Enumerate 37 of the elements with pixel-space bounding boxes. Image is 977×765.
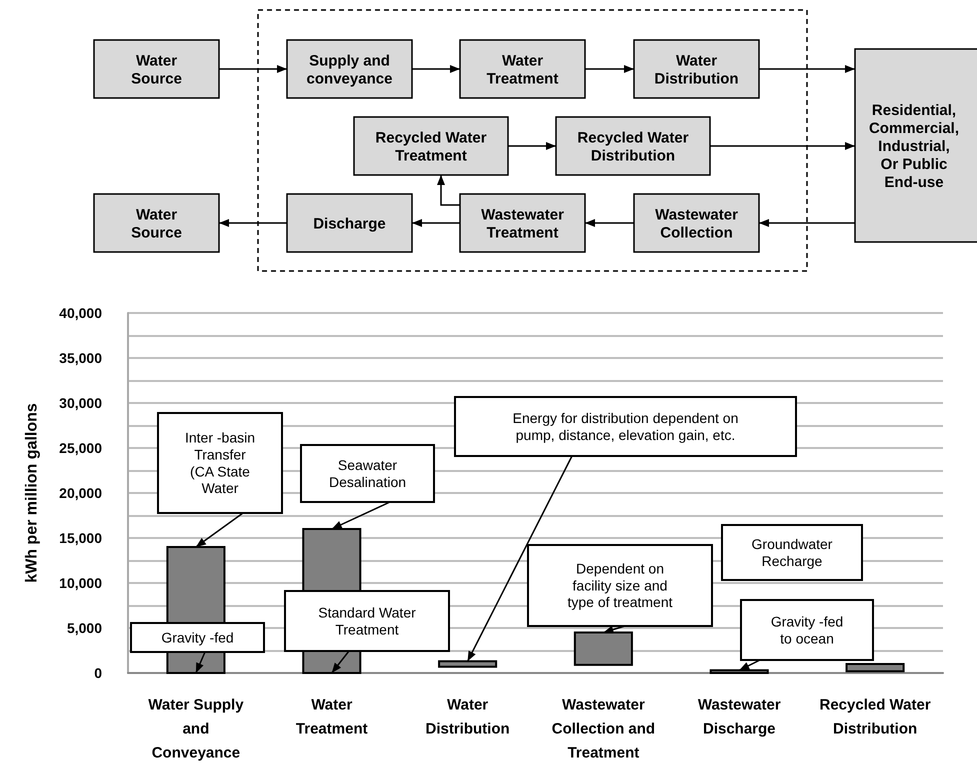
annotation: Energy for distribution dependent on pump, distance, elevation gain, etc. bbox=[512, 410, 738, 443]
y-tick-label: 20,000 bbox=[59, 485, 102, 501]
x-tick-label: Wastewater Discharge bbox=[698, 696, 781, 738]
text: Wastewater Treatment bbox=[481, 206, 564, 242]
y-tick-label: 0 bbox=[94, 665, 102, 681]
text: Recycled Water Treatment bbox=[375, 129, 487, 164]
text: Water Source bbox=[131, 52, 182, 88]
y-tick-label: 15,000 bbox=[59, 530, 102, 546]
y-tick-label: 35,000 bbox=[59, 350, 102, 366]
y-tick-label: 30,000 bbox=[59, 395, 102, 411]
x-tick-label: Wastewater Collection and Treatment bbox=[552, 696, 656, 762]
text: Recycled Water Distribution bbox=[577, 129, 689, 164]
bar bbox=[574, 632, 633, 666]
y-tick-label: 40,000 bbox=[59, 305, 102, 321]
text: Water Treatment bbox=[486, 52, 558, 88]
x-tick-label: Recycled Water Distribution bbox=[819, 696, 931, 738]
annotation: Standard Water Treatment bbox=[318, 604, 416, 638]
text: Water Source bbox=[131, 206, 182, 242]
annotation: Groundwater Recharge bbox=[752, 536, 833, 569]
annotation: Seawater Desalination bbox=[328, 457, 406, 490]
text: Wastewater Collection bbox=[655, 206, 738, 242]
text: Discharge bbox=[313, 215, 386, 232]
annotation: Inter -basin Transfer (CA State Water bbox=[184, 430, 256, 496]
x-tick-label: Water Treatment bbox=[296, 696, 368, 738]
y-tick-label: 10,000 bbox=[59, 575, 102, 591]
annotation: Gravity -fed to ocean bbox=[770, 614, 844, 646]
x-tick-label: Water Distribution bbox=[426, 696, 510, 738]
text: Residential, Commercial, Industrial, Or Public End-use bbox=[868, 102, 960, 191]
annotation: Dependent on facility size and type of treatment bbox=[567, 560, 673, 610]
bar bbox=[438, 660, 498, 668]
x-tick-label: Water Supply and Conveyance bbox=[148, 696, 244, 762]
y-tick-label: 5,000 bbox=[66, 620, 102, 636]
y-tick-label: 25,000 bbox=[59, 440, 102, 456]
text: Supply and conveyance bbox=[306, 52, 392, 88]
y-axis-title: kWh per million gallons bbox=[24, 403, 40, 583]
text: Water Distribution bbox=[654, 52, 739, 88]
annotation: Gravity -fed bbox=[161, 629, 234, 646]
